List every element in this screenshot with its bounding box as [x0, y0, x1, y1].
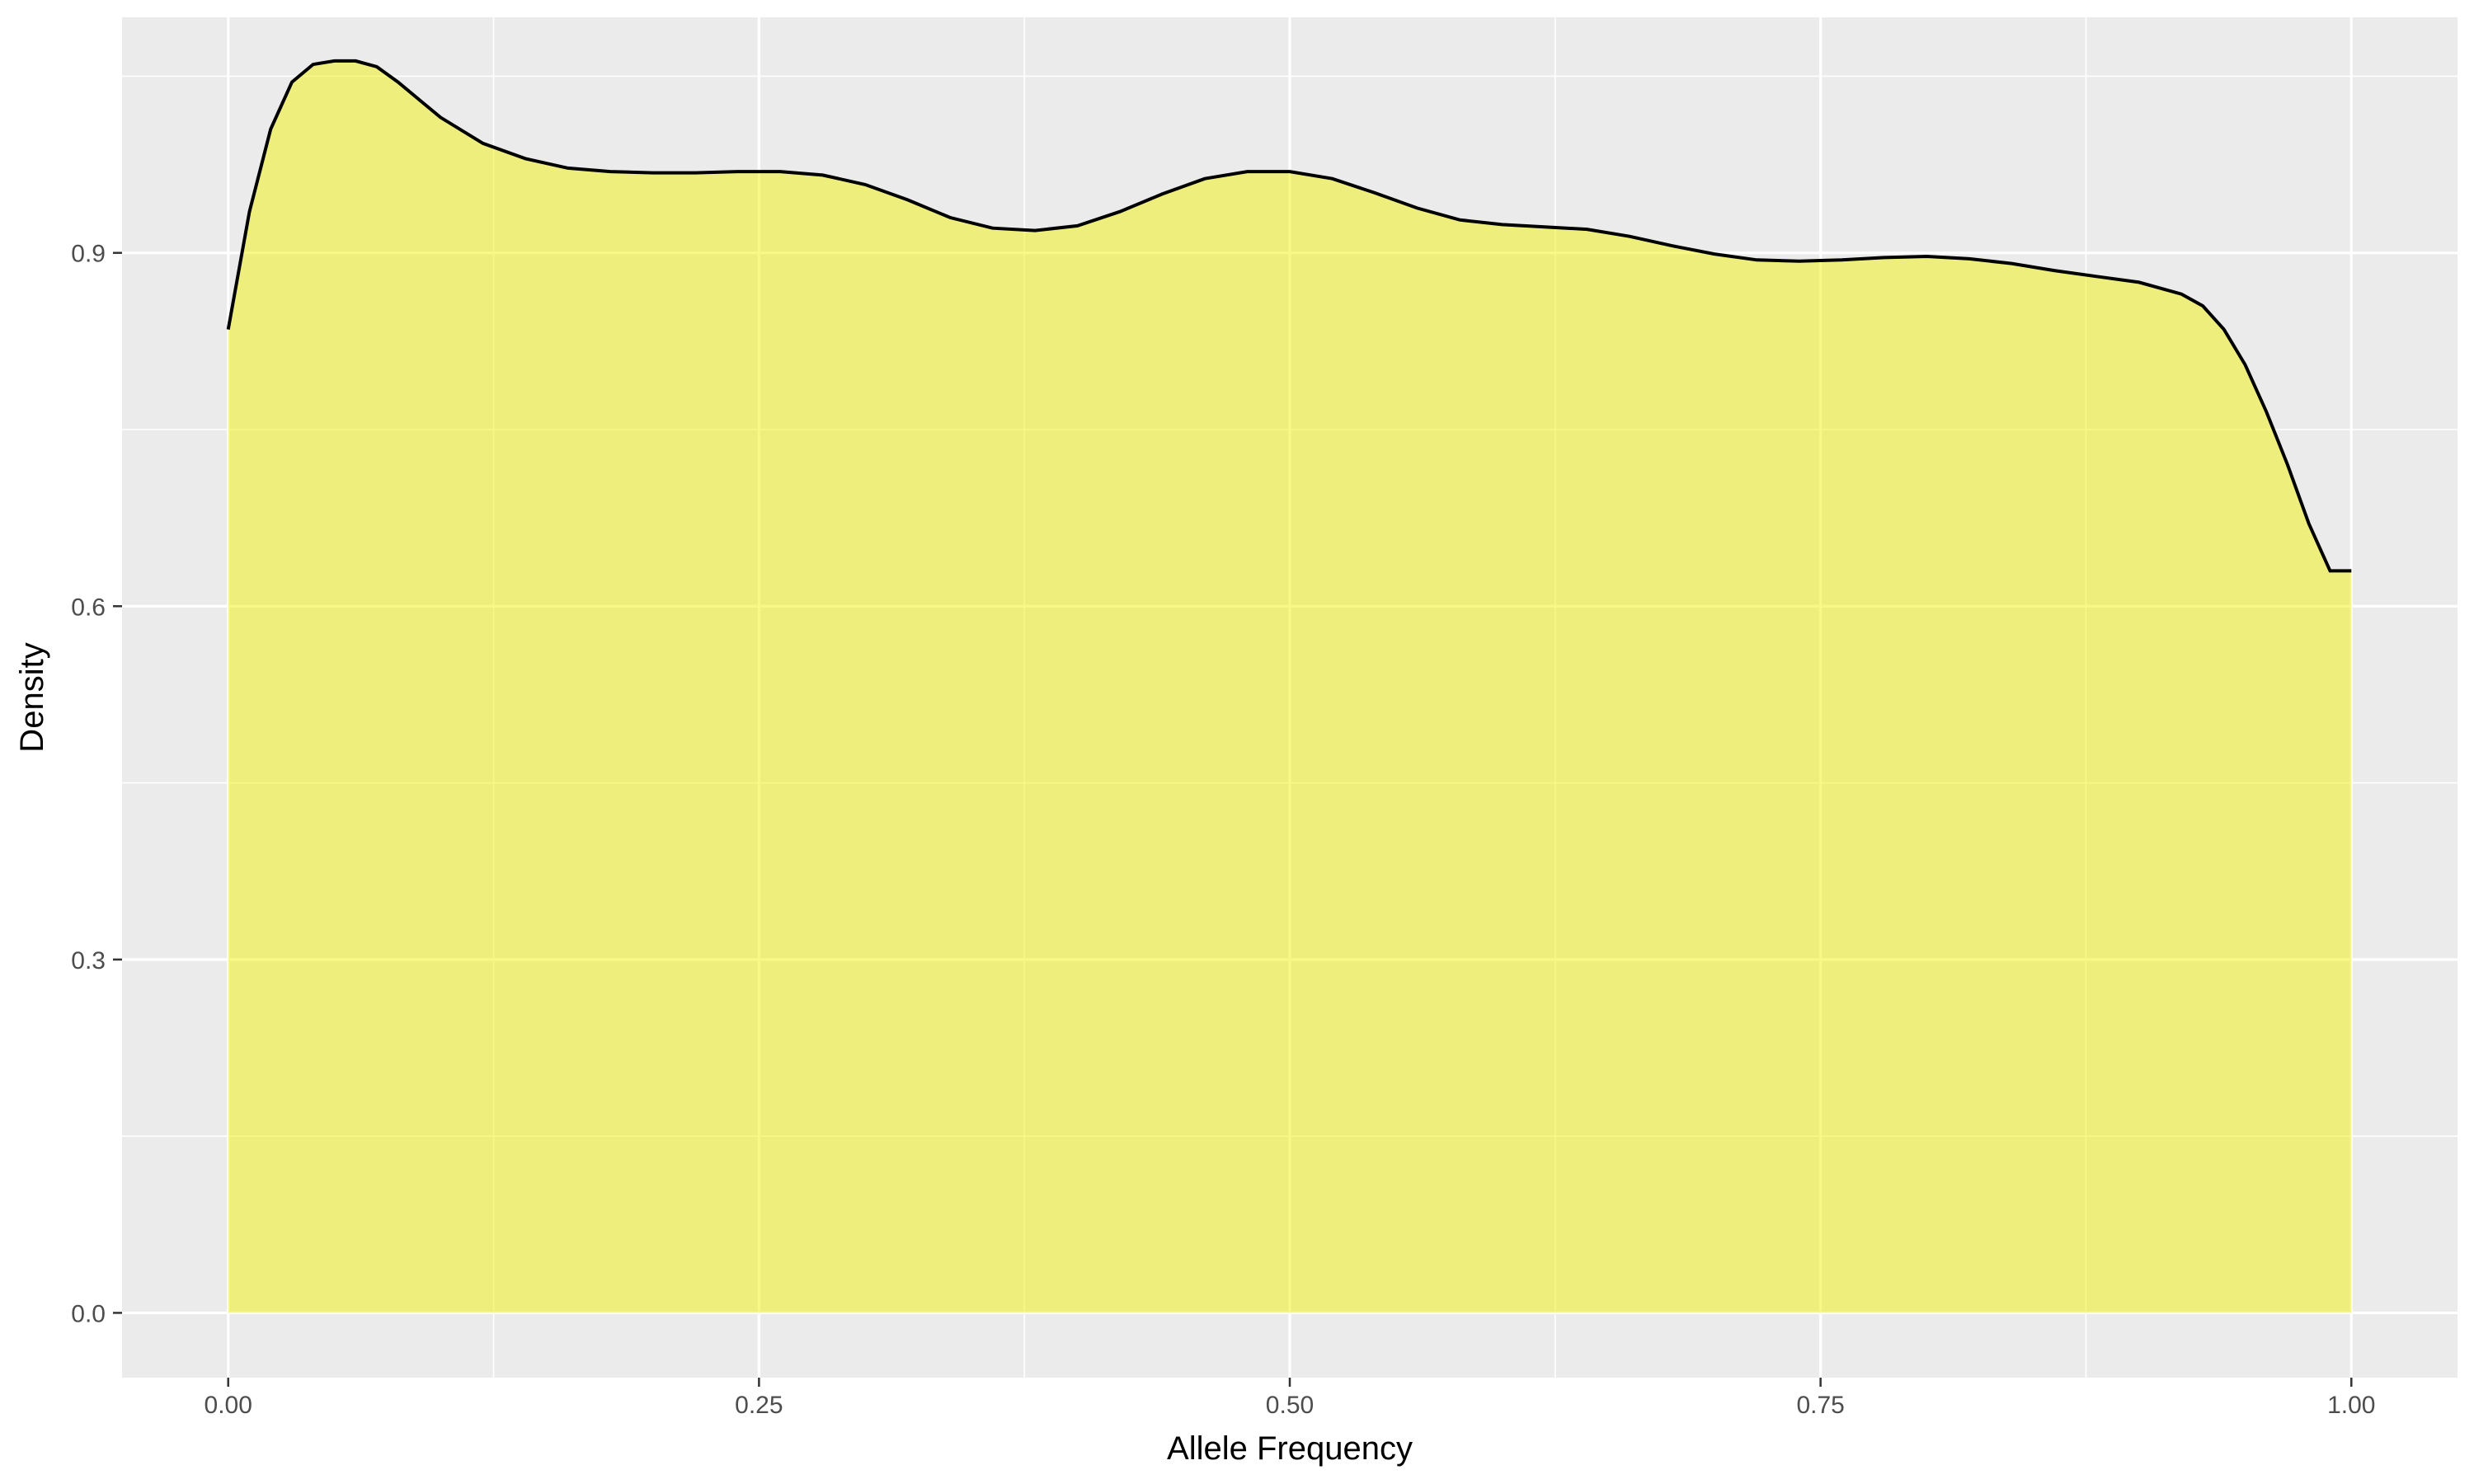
x-tick-label: 0.25 — [735, 1392, 783, 1419]
y-tick-label: 0.3 — [71, 947, 106, 974]
density-line — [226, 59, 2352, 573]
x-tick-label: 0.75 — [1796, 1392, 1844, 1419]
y-tick-label: 0.6 — [71, 594, 106, 621]
y-axis-ticks: 0.0 0.3 0.6 0.9 — [71, 241, 122, 1327]
x-axis-ticks: 0.00 0.25 0.50 0.75 1.00 — [205, 1378, 2375, 1419]
x-tick-label: 0.50 — [1266, 1392, 1314, 1419]
x-tick-label: 0.00 — [205, 1392, 252, 1419]
y-tick-label: 0.9 — [71, 241, 106, 268]
y-tick-label: 0.0 — [71, 1300, 106, 1327]
x-axis-title: Allele Frequency — [1167, 1430, 1413, 1467]
y-axis-title: Density — [14, 642, 50, 752]
x-tick-label: 1.00 — [2327, 1392, 2375, 1419]
density-area — [228, 60, 2352, 1313]
